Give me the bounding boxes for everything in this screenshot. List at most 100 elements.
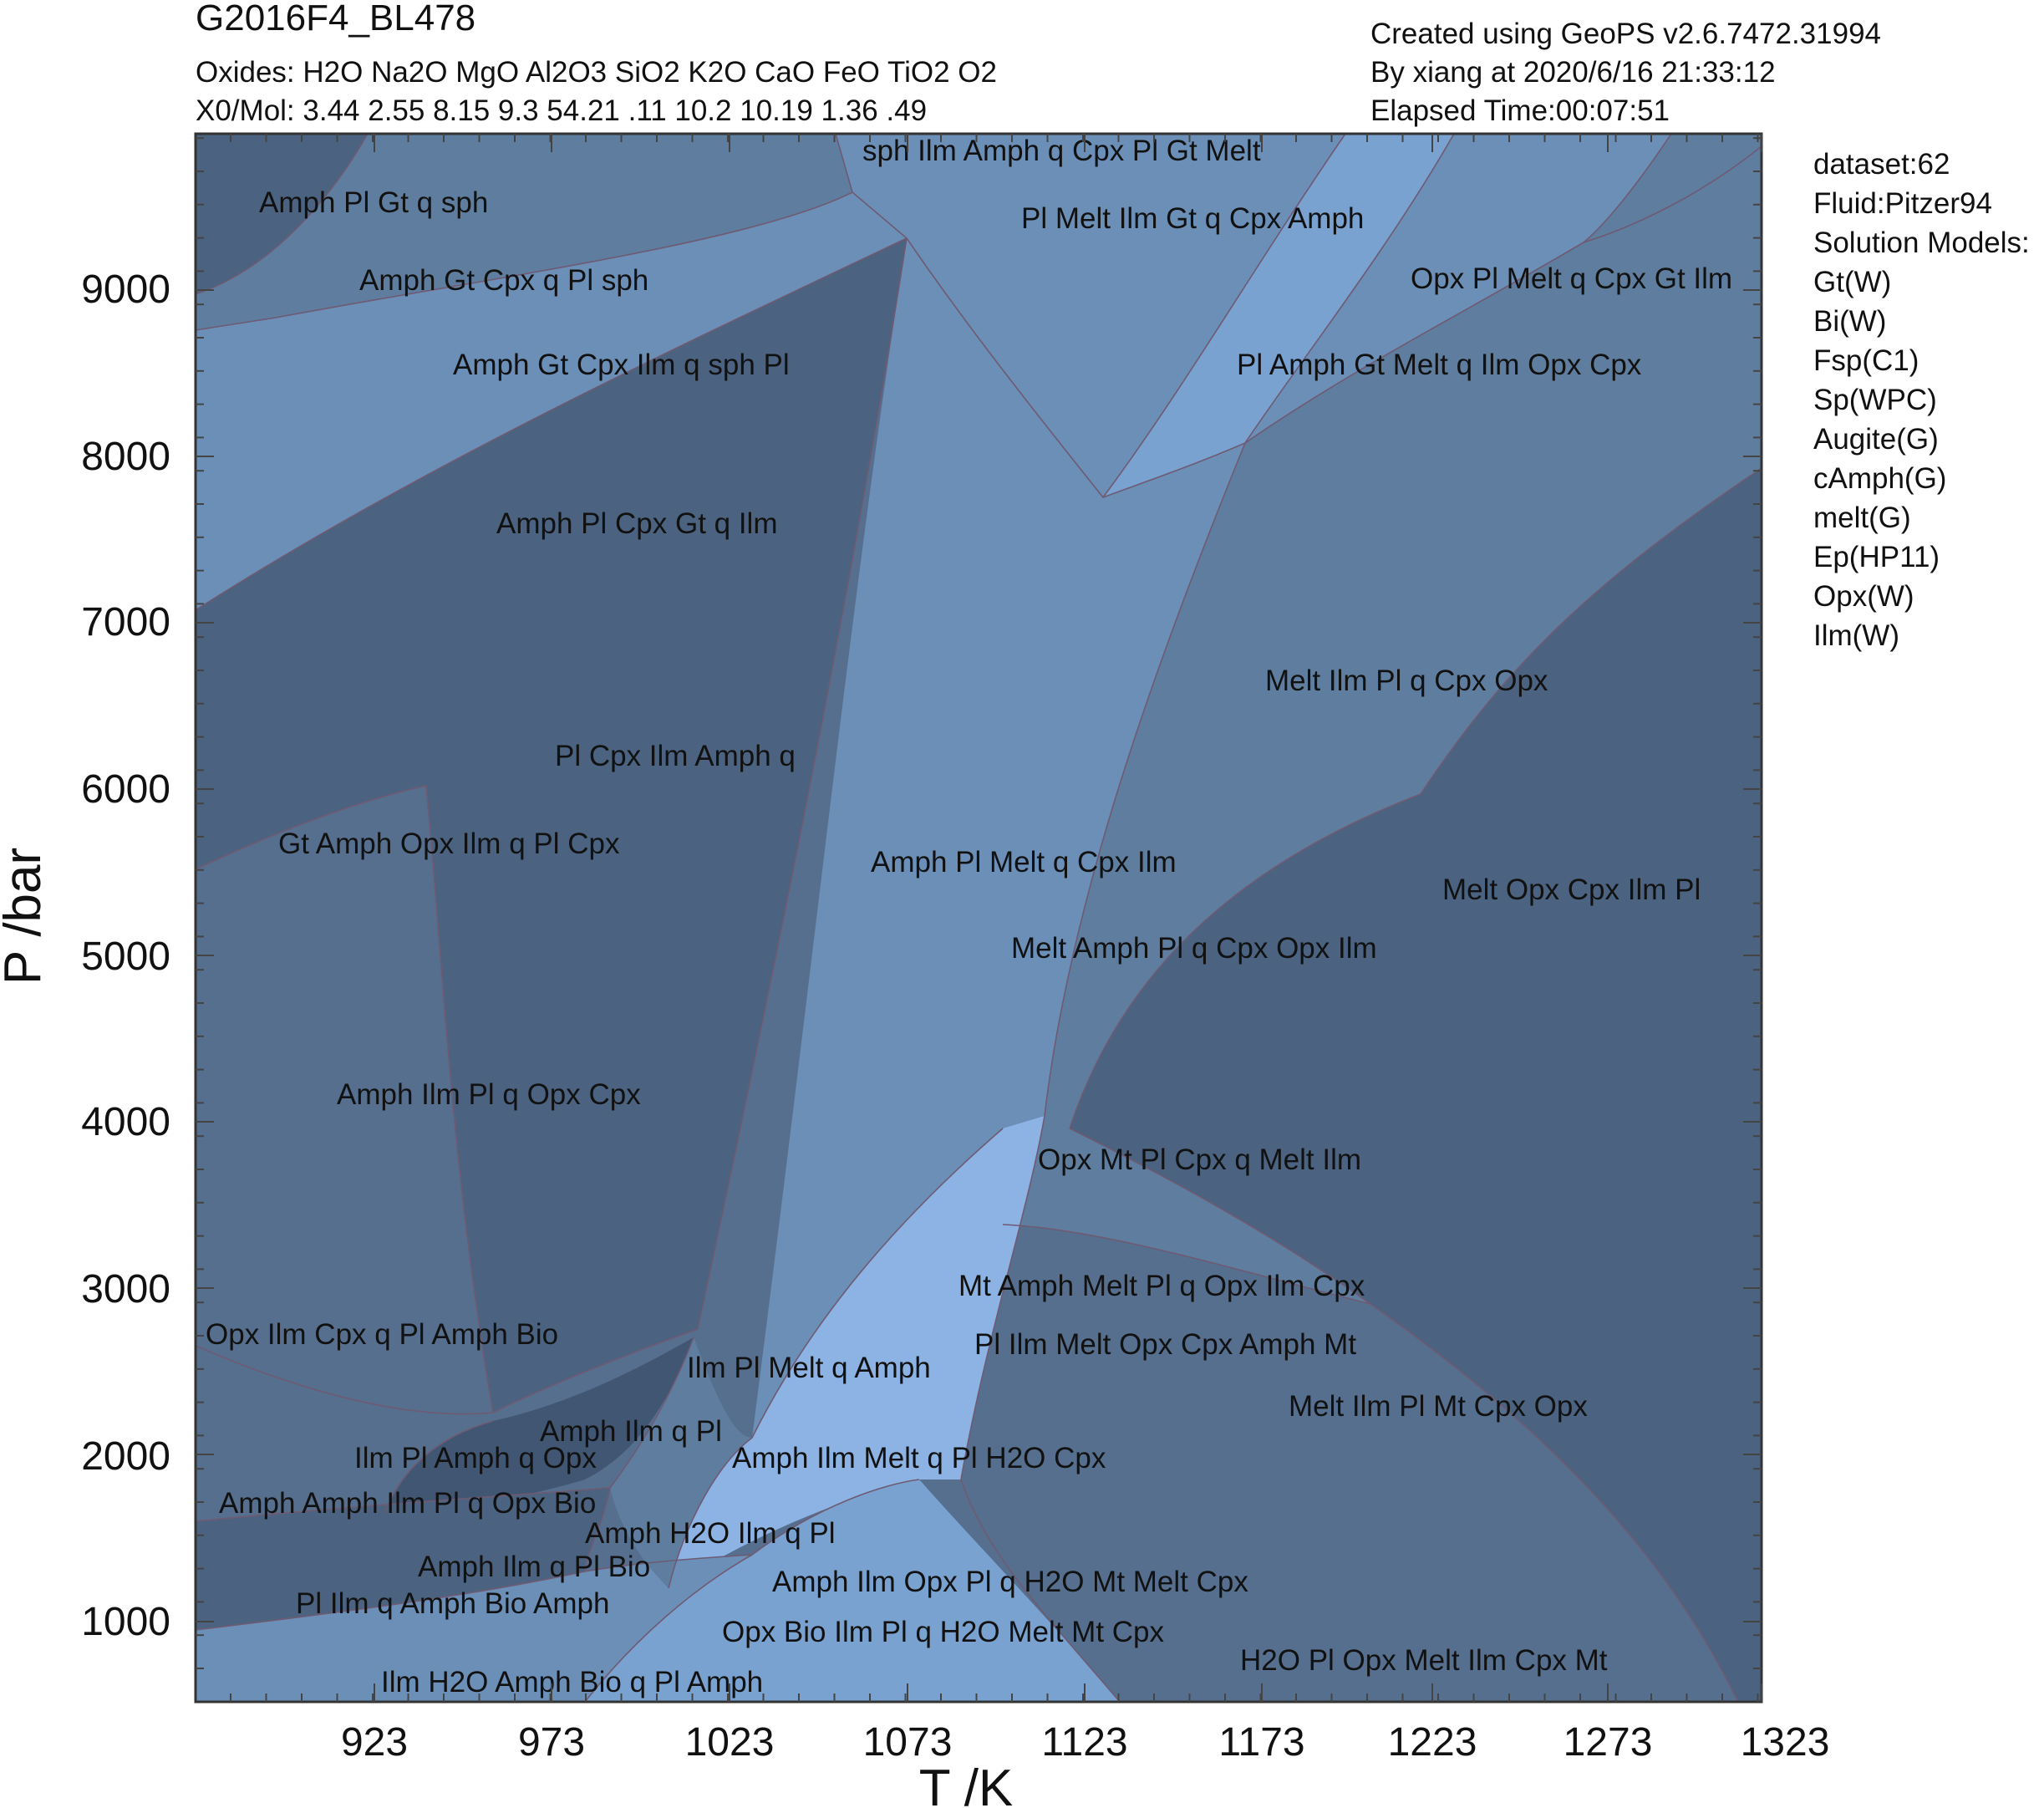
phase-field [384, 1337, 694, 1513]
field-label: Amph Pl Cpx Gt q Ilm [496, 507, 777, 540]
field-label: Amph H2O Ilm q Pl [585, 1517, 836, 1550]
phase-field [1103, 134, 1454, 497]
field-label: Pl Cpx Ilm Amph q [555, 740, 796, 772]
y-tick-label: 3000 [81, 1267, 170, 1311]
field-label: Opx Ilm Cpx q Pl Amph Bio [206, 1318, 558, 1351]
x-tick-label: 1323 [1741, 1720, 1830, 1765]
phase-field [196, 1555, 752, 1702]
phase-field [1045, 443, 1421, 1128]
plot-area [196, 134, 1762, 1702]
created-line: Created using GeoPS v2.6.7472.31994 [1370, 18, 1881, 50]
x-tick-label: 1123 [1041, 1720, 1127, 1765]
solution-model: Gt(W) [1813, 266, 1891, 298]
field-label: Amph Amph Ilm Pl q Opx Bio [219, 1487, 596, 1520]
field-label: Opx Pl Melt q Cpx Gt Ilm [1411, 262, 1732, 295]
boundary-line [1002, 1224, 1371, 1305]
solution-model: Opx(W) [1813, 580, 1914, 613]
boundary-line [960, 1479, 1121, 1702]
field-label: Melt Ilm Pl q Cpx Opx [1265, 665, 1548, 697]
phase-field [836, 134, 1345, 497]
y-tick-label: 9000 [81, 267, 170, 312]
x-tick-label: 1173 [1218, 1720, 1304, 1765]
phase-field [1245, 146, 1762, 794]
solution-model: Sp(WPC) [1813, 384, 1937, 416]
dataset-text: dataset:62 [1813, 148, 1950, 181]
boundary-line [1069, 1128, 1739, 1702]
boundary-line [196, 1554, 753, 1631]
field-label: Pl Ilm Melt Opx Cpx Amph Mt [974, 1328, 1356, 1361]
phase-field [1584, 134, 1762, 242]
boundary-line [1102, 134, 1455, 498]
y-tick-label: 5000 [81, 935, 170, 979]
solution-model: Bi(W) [1813, 305, 1886, 338]
y-axis-title: P /bar [0, 848, 52, 985]
phase-field [196, 134, 368, 294]
solution-model: cAmph(G) [1813, 462, 1946, 495]
y-tick-label: 2000 [81, 1434, 170, 1479]
boundary-line [584, 1337, 694, 1572]
field-label: Melt Amph Pl q Cpx Opx Ilm [1011, 932, 1377, 965]
boundary-line [668, 1128, 1004, 1589]
field-label: Ilm Pl Melt q Amph [687, 1352, 931, 1384]
oxides-line: Oxides: H2O Na2O MgO Al2O3 SiO2 K2O CaO … [196, 56, 997, 89]
phase-field [669, 1116, 1045, 1588]
phase-field [610, 1337, 752, 1588]
boundary-line [960, 442, 1246, 1480]
boundary-line [196, 134, 369, 295]
boundary-line [1069, 467, 1762, 1129]
field-label: Amph Gt Cpx Ilm q sph Pl [453, 349, 790, 381]
field-label: Amph Ilm q Pl [540, 1415, 722, 1448]
boundary-line [196, 191, 908, 611]
field-label: Mt Amph Melt Pl q Opx Ilm Cpx [958, 1270, 1365, 1302]
field-boundaries [196, 134, 1762, 1702]
boundary-line [697, 237, 908, 1330]
x-tick-label: 1273 [1564, 1720, 1653, 1765]
field-label: sph Ilm Amph q Cpx Pl Gt Melt [862, 135, 1261, 167]
field-label: Melt Ilm Pl Mt Cpx Opx [1289, 1390, 1588, 1423]
field-label: Pl Amph Gt Melt q Ilm Opx Cpx [1237, 349, 1642, 381]
solution-model: Ilm(W) [1813, 619, 1899, 652]
settings-panel: dataset:62 Fluid:Pitzer94 Solution Model… [1813, 148, 2030, 652]
field-label: Pl Ilm q Amph Bio Amph [296, 1587, 609, 1620]
phase-field [196, 786, 493, 1414]
boundary-line [1583, 134, 1672, 243]
field-label: Melt Opx Cpx Ilm Pl [1442, 873, 1701, 906]
field-label: Amph Ilm Opx Pl q H2O Mt Melt Cpx [772, 1566, 1248, 1598]
y-tick-label: 4000 [81, 1100, 170, 1144]
x-tick-label: 1073 [863, 1720, 953, 1765]
boundary-line [196, 1328, 699, 1415]
y-tick-label: 6000 [81, 767, 170, 812]
field-label: Opx Mt Pl Cpx q Melt Ilm [1038, 1143, 1361, 1176]
phase-field [1070, 146, 1762, 1702]
boundary-line [196, 1487, 611, 1522]
field-label: H2O Pl Opx Melt Ilm Cpx Mt [1240, 1644, 1608, 1677]
fluid-text: Fluid:Pitzer94 [1813, 187, 1992, 220]
field-label: Amph Gt Cpx q Pl sph [359, 264, 648, 297]
phase-field [196, 1488, 610, 1630]
boundary-line [196, 785, 494, 1413]
field-label: Pl Melt Ilm Gt q Cpx Amph [1021, 202, 1364, 235]
field-label: Amph Ilm Melt q Pl H2O Cpx [732, 1442, 1106, 1474]
x-axis-title: T /K [919, 1760, 1014, 1808]
boundary-line [906, 134, 1346, 499]
field-labels: sph Ilm Amph q Cpx Pl Gt Melt Amph Pl Gt… [206, 135, 1732, 1699]
field-label: Opx Bio Ilm Pl q H2O Melt Mt Cpx [722, 1616, 1165, 1648]
axis-ticks [196, 134, 1762, 1702]
field-label: Ilm H2O Amph Bio q Pl Amph [381, 1666, 763, 1699]
x-axis: 923 973 1023 1073 1123 1173 1223 1273 13… [341, 1720, 1829, 1808]
phase-field [1003, 1116, 1370, 1304]
field-label: Amph Pl Gt q sph [259, 186, 488, 219]
boundary-line [196, 134, 853, 331]
phase-field [585, 1480, 1120, 1702]
phase-field [961, 1225, 1738, 1702]
x-tick-label: 1023 [685, 1720, 775, 1765]
field-label: Amph Pl Melt q Cpx Ilm [871, 846, 1177, 879]
phase-field [196, 134, 852, 330]
solution-model: Ep(HP11) [1813, 541, 1940, 573]
solution-model: Fsp(C1) [1813, 344, 1919, 377]
y-axis: 1000 2000 3000 4000 5000 6000 7000 8000 … [0, 267, 170, 1644]
phase-field [196, 192, 907, 610]
solution-model: melt(G) [1813, 502, 1911, 534]
plot-frame [194, 132, 1763, 1704]
field-label: Amph Ilm q Pl Bio [418, 1551, 650, 1583]
